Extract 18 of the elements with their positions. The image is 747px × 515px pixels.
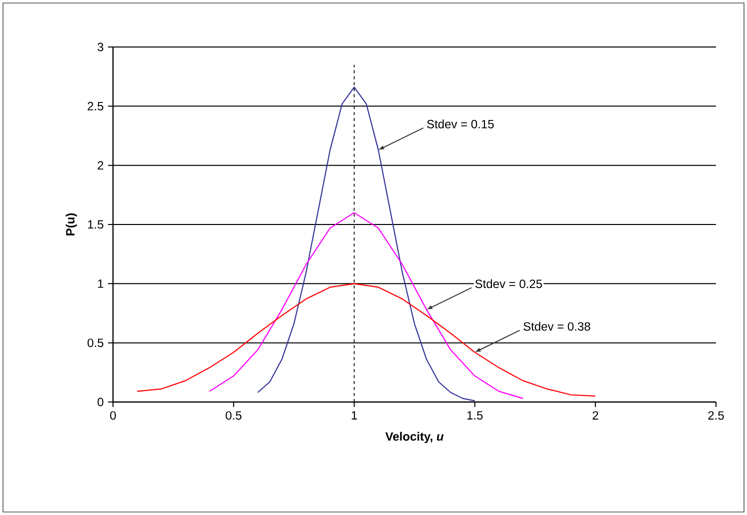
y-tick-label: 0.5 (88, 338, 104, 348)
annotation: Stdev = 0.25 (475, 279, 542, 288)
x-tick-label: 2 (592, 411, 598, 420)
x-tick-label: 0.5 (226, 411, 242, 420)
x-tick-label: 2.5 (708, 411, 724, 420)
x-tick-label: 1 (352, 411, 357, 420)
x-tick-label: 0 (110, 411, 116, 420)
y-tick-label: 2 (98, 161, 104, 170)
y-tick-label: 1 (98, 280, 104, 288)
y-axis-title: P(u) (66, 213, 77, 236)
y-tick-label: 3 (98, 42, 104, 52)
annotation: Stdev = 0.15 (427, 120, 494, 128)
x-tick-label: 1.5 (467, 411, 483, 420)
y-tick-label: 2.5 (88, 102, 104, 110)
annotation: Stdev = 0.38 (524, 322, 590, 331)
y-tick-label: 0 (98, 398, 104, 406)
y-tick-label: 1.5 (88, 220, 104, 229)
x-axis-title: Velocity, u (385, 432, 444, 444)
